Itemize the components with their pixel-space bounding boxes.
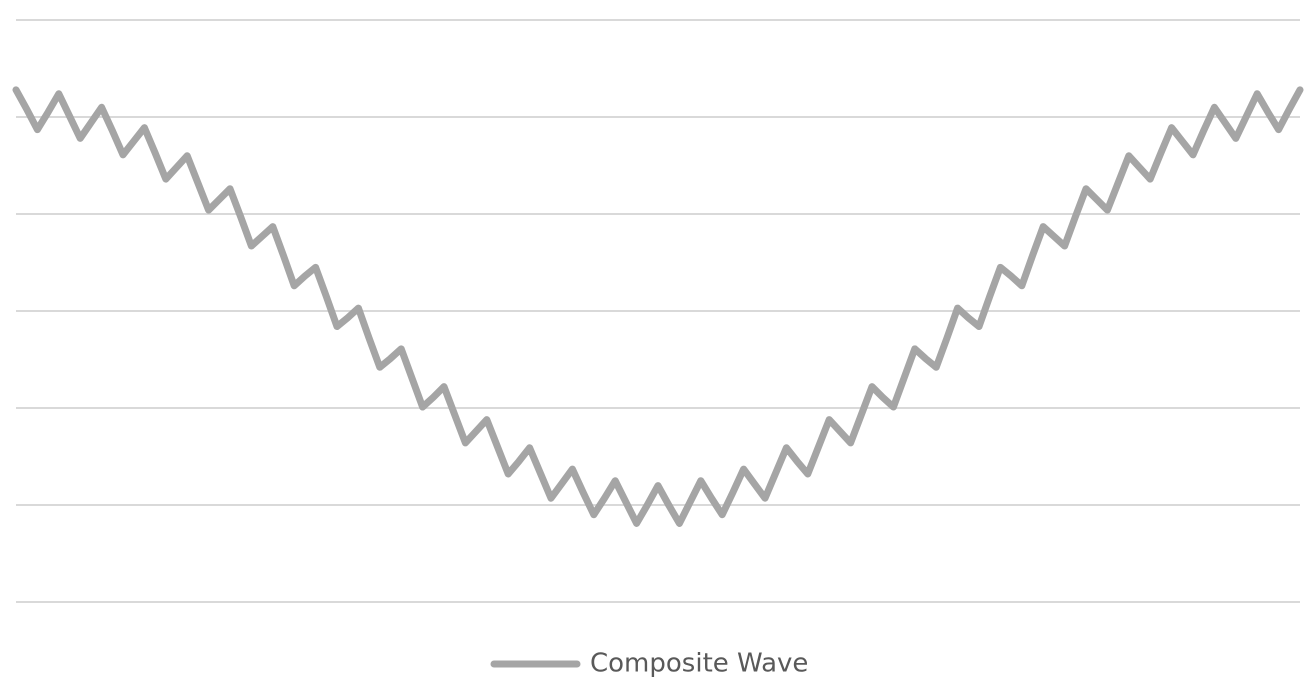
data-line <box>12 86 1304 527</box>
legend-label: Composite Wave <box>590 649 808 679</box>
